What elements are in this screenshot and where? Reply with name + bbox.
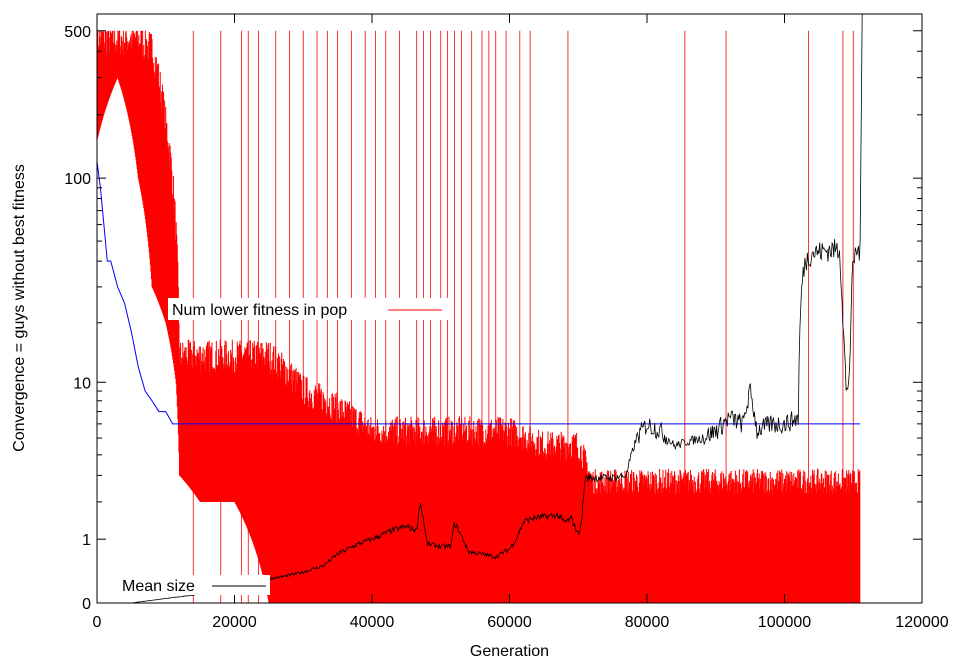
- x-tick-label: 100000: [758, 614, 811, 631]
- legend-entry-black-bg: [118, 575, 270, 595]
- x-axis-label: Generation: [470, 643, 549, 659]
- y-tick-label: 1: [82, 532, 91, 549]
- series-red: [97, 30, 861, 603]
- x-tick-label: 80000: [625, 614, 670, 631]
- series-layer: [97, 14, 863, 603]
- x-tick-label: 40000: [350, 614, 395, 631]
- series-blue-line: [97, 161, 861, 425]
- y-tick-label: 100: [64, 171, 91, 188]
- legend-entry-red-bg: [168, 298, 452, 320]
- legend-entry-red: Num lower fitness in pop: [168, 298, 452, 320]
- plot-frame: [96, 13, 923, 604]
- x-tick-label: 120000: [895, 614, 948, 631]
- y-axis-label: Convergence = guys without best fitness: [11, 164, 28, 452]
- ticks-layer: 0 20000 40000 60000 80000 100000 120000 0 1 10 100…: [64, 14, 949, 631]
- x-tick-label: 20000: [212, 614, 257, 631]
- legend-entry-black: Mean size: [118, 575, 270, 595]
- legend-label-black: Mean size: [122, 578, 195, 595]
- legend-label-red: Num lower fitness in pop: [172, 302, 347, 319]
- y-tick-label: 0: [82, 596, 91, 613]
- y-tick-label: 500: [64, 24, 91, 41]
- x-tick-label: 60000: [487, 614, 532, 631]
- y-tick-label: 10: [73, 375, 91, 392]
- x-tick-label: 0: [93, 614, 102, 631]
